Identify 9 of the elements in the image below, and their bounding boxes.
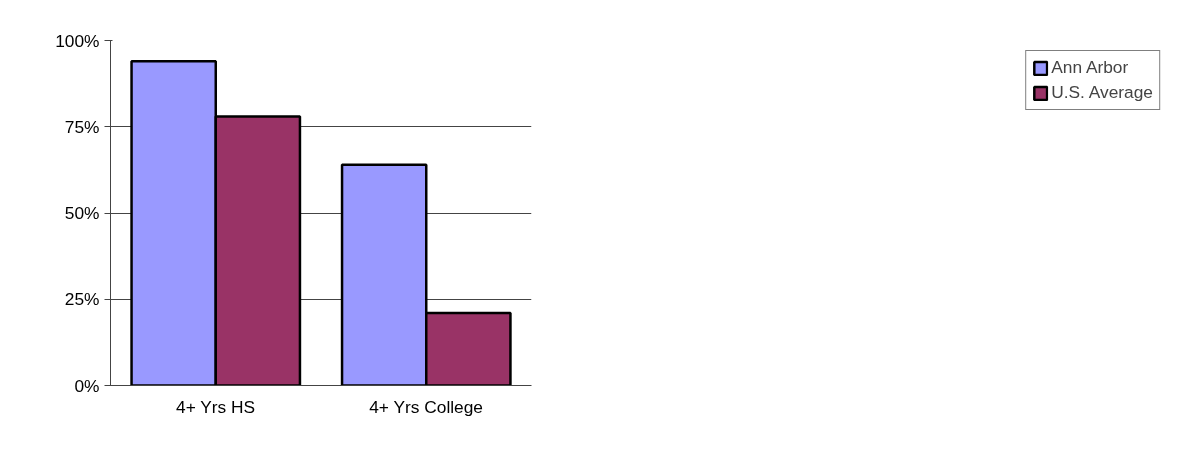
y-tick-label: 100% bbox=[55, 30, 100, 51]
x-tick-label: 4+ Yrs College bbox=[369, 396, 484, 417]
x-tick-label: 4+ Yrs HS bbox=[176, 396, 256, 417]
legend-label: U.S. Average bbox=[1051, 82, 1153, 103]
legend-label: Ann Arbor bbox=[1051, 57, 1129, 78]
y-tick-label: 0% bbox=[74, 375, 100, 396]
y-tick-label: 75% bbox=[64, 116, 100, 137]
y-tick-label: 25% bbox=[64, 289, 100, 310]
y-tick-label: 50% bbox=[64, 203, 100, 223]
